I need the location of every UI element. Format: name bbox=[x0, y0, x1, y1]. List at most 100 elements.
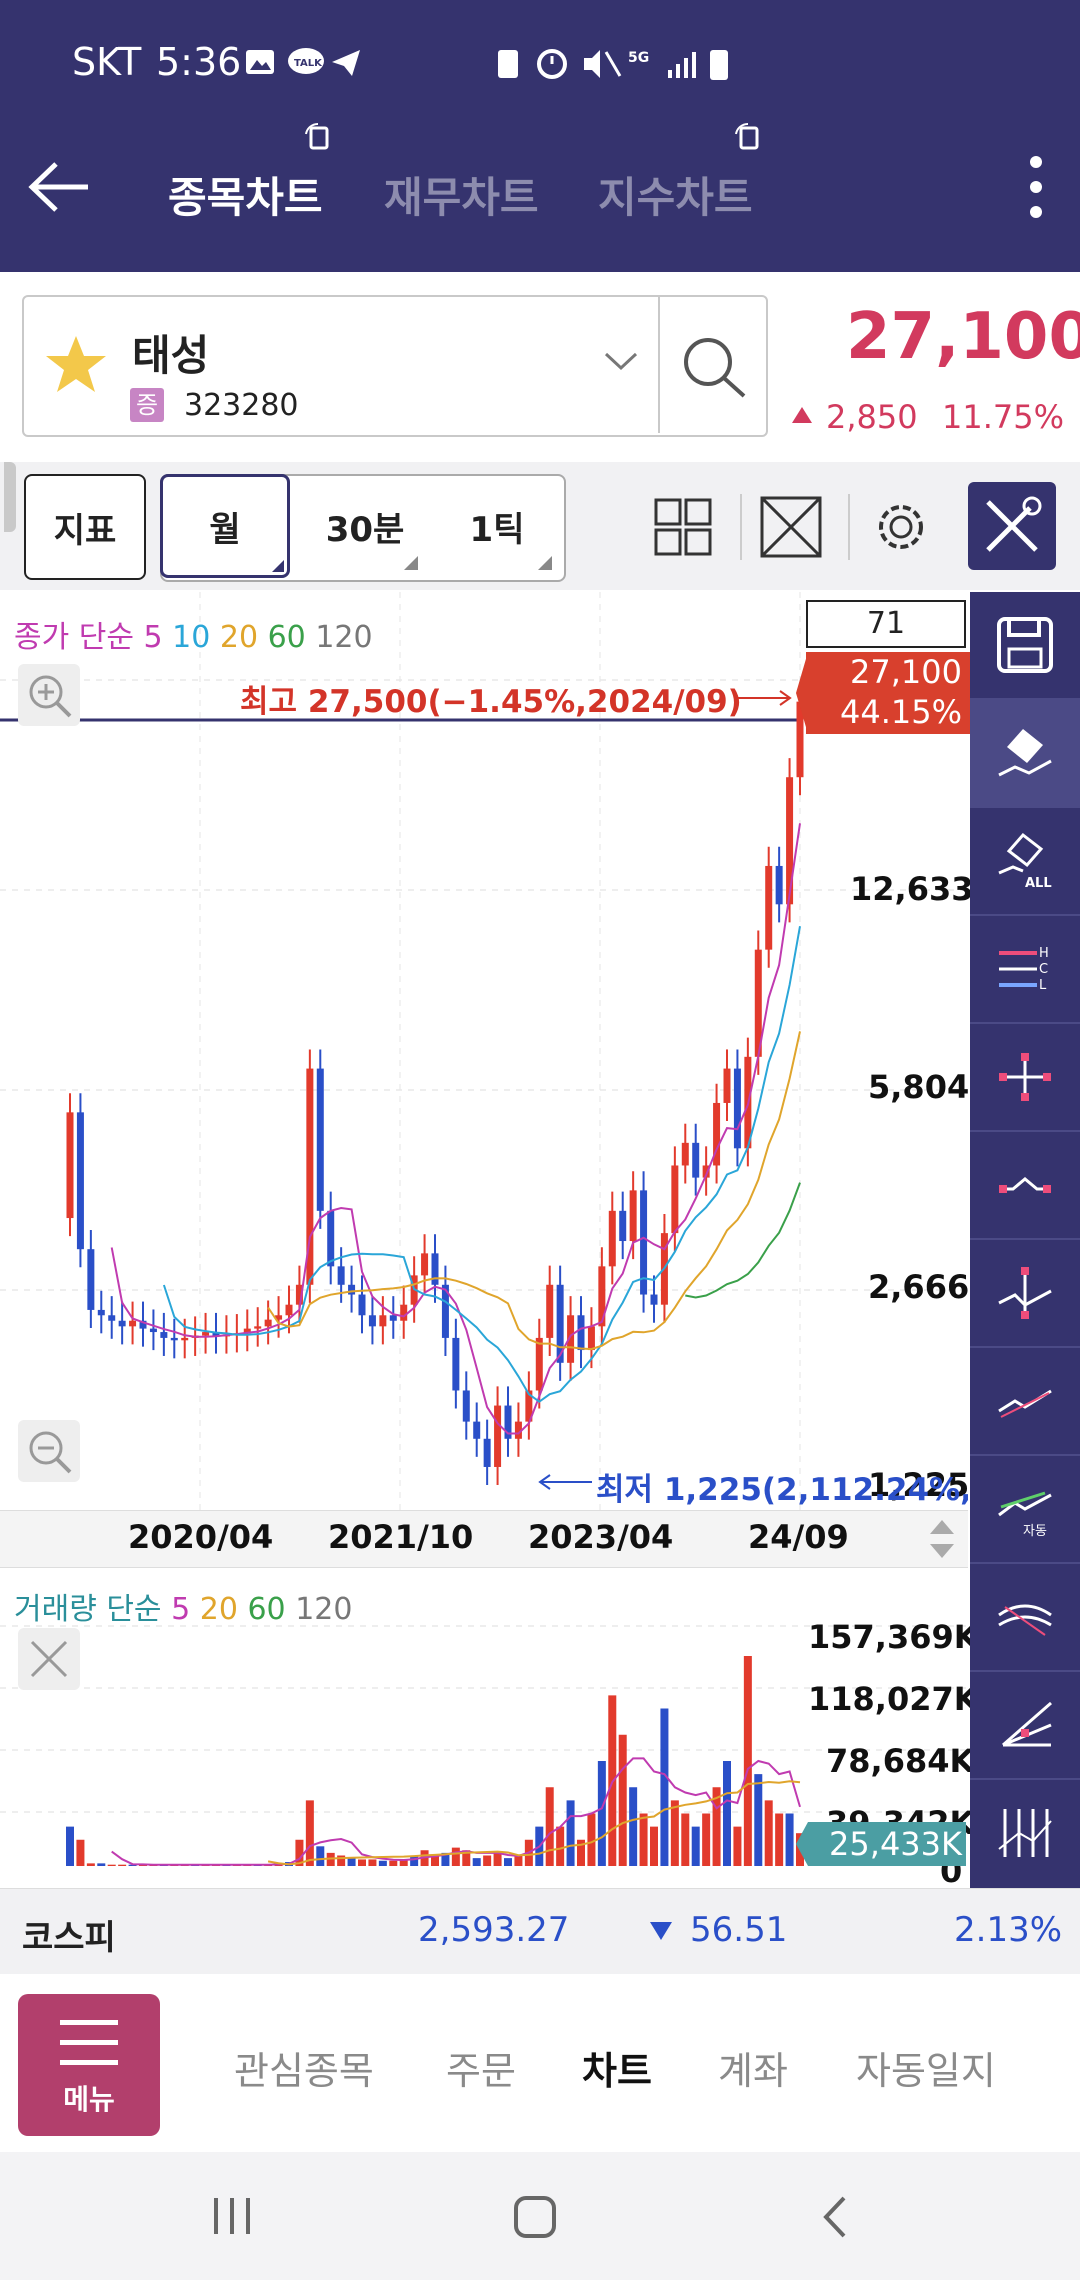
candle-body bbox=[452, 1337, 460, 1391]
eraser-tool[interactable] bbox=[970, 700, 1080, 808]
fullscreen-icon[interactable] bbox=[760, 496, 822, 558]
divider bbox=[740, 494, 742, 560]
svg-text:H: H bbox=[1039, 946, 1049, 961]
legend-ma120: 120 bbox=[295, 1592, 353, 1627]
tab-stock-chart[interactable]: 종목차트 bbox=[168, 173, 323, 222]
trend-line-tool[interactable] bbox=[970, 1348, 1080, 1456]
candle-body bbox=[546, 1284, 554, 1338]
recent-apps-icon[interactable] bbox=[210, 2196, 254, 2236]
candle-body bbox=[348, 1284, 356, 1295]
y-tick-label: 78,684K bbox=[826, 1742, 975, 1780]
period-30min-button[interactable]: 30분 bbox=[325, 509, 405, 550]
more-options-icon[interactable] bbox=[1022, 154, 1050, 220]
price-chart[interactable] bbox=[0, 592, 968, 1512]
tag-pointer bbox=[796, 1822, 808, 1866]
index-change-pct: 2.13% bbox=[954, 1910, 1063, 1950]
candle-body bbox=[525, 1390, 533, 1422]
volume-bar bbox=[587, 1813, 596, 1866]
system-status-icons: 5G bbox=[498, 49, 728, 80]
candle-body bbox=[483, 1438, 491, 1467]
nav-chart[interactable]: 차트 bbox=[582, 2049, 652, 2093]
volume-bar bbox=[451, 1847, 460, 1866]
volume-bar bbox=[431, 1855, 439, 1866]
vertical-line-tool[interactable] bbox=[970, 1240, 1080, 1348]
corner-marker-icon bbox=[404, 556, 418, 570]
period-month-button[interactable]: 월 bbox=[160, 474, 290, 578]
volume-bar bbox=[691, 1826, 700, 1866]
candle-body bbox=[556, 1284, 564, 1363]
candle-body bbox=[535, 1337, 543, 1391]
candle-body bbox=[462, 1390, 470, 1422]
grid-layout-icon[interactable] bbox=[654, 498, 712, 556]
candle-body bbox=[681, 1142, 689, 1166]
period-lines-tool[interactable] bbox=[970, 1780, 1080, 1886]
fan-lines-icon bbox=[998, 1604, 1052, 1636]
nav-auto-journal[interactable]: 자동일지 bbox=[856, 2049, 996, 2093]
home-icon[interactable] bbox=[512, 2194, 558, 2240]
side-handle[interactable] bbox=[4, 462, 16, 532]
stock-selector[interactable] bbox=[22, 295, 768, 437]
svg-text:C: C bbox=[1039, 962, 1048, 977]
settings-gear-icon[interactable] bbox=[870, 496, 932, 558]
svg-text:TALK: TALK bbox=[294, 58, 323, 69]
volume-bar bbox=[514, 1855, 523, 1866]
index-ticker[interactable] bbox=[0, 1888, 1080, 1975]
volume-bar bbox=[504, 1858, 512, 1866]
candle-body bbox=[149, 1328, 157, 1333]
search-icon[interactable] bbox=[680, 334, 748, 400]
volume-bar bbox=[107, 1864, 116, 1866]
chevron-down-icon[interactable] bbox=[604, 350, 638, 372]
up-triangle-icon bbox=[792, 407, 812, 423]
volume-bar bbox=[775, 1813, 784, 1866]
volume-bar bbox=[337, 1855, 346, 1866]
volume-bar bbox=[639, 1813, 648, 1866]
volume-bar bbox=[378, 1860, 387, 1866]
tab-index-chart[interactable]: 지수차트 bbox=[598, 173, 753, 222]
resize-handle-icon[interactable] bbox=[924, 1516, 960, 1562]
tab-financial-chart[interactable]: 재무차트 bbox=[384, 173, 539, 222]
erase-all-tool[interactable]: ALL bbox=[970, 808, 1080, 916]
save-tool[interactable] bbox=[970, 592, 1080, 700]
candle-body bbox=[264, 1319, 272, 1327]
volume-average-line bbox=[267, 1780, 801, 1866]
candle-body bbox=[108, 1315, 116, 1321]
candle-body bbox=[723, 1068, 731, 1103]
low-annotation: 최저 1,225(2,112.24%,2 bbox=[596, 1472, 968, 1508]
nav-order[interactable]: 주문 bbox=[446, 2049, 516, 2093]
volume-chart[interactable] bbox=[0, 1568, 968, 1888]
legend-ma5: 5 bbox=[171, 1592, 191, 1627]
moving-average-line bbox=[267, 1031, 801, 1351]
gann-fan-tool[interactable] bbox=[970, 1672, 1080, 1780]
current-volume-tag: 25,433K bbox=[808, 1822, 966, 1866]
candle-body bbox=[692, 1142, 700, 1178]
notification-icons: TALK bbox=[246, 48, 360, 76]
back-arrow-icon[interactable] bbox=[28, 160, 90, 214]
candle-body bbox=[629, 1190, 637, 1242]
nav-account[interactable]: 계좌 bbox=[718, 2049, 788, 2093]
auto-trend-tool[interactable]: 자동 bbox=[970, 1456, 1080, 1564]
candle-body bbox=[577, 1315, 585, 1351]
current-price-label: 27,100 bbox=[850, 653, 962, 691]
volume-bar bbox=[597, 1761, 606, 1866]
volume-average-line bbox=[111, 1757, 801, 1866]
horizontal-line-tool[interactable] bbox=[970, 1132, 1080, 1240]
svg-text:5G: 5G bbox=[628, 50, 649, 66]
volume-bar bbox=[723, 1761, 731, 1866]
save-icon bbox=[997, 617, 1053, 673]
svg-text:자동: 자동 bbox=[1023, 1524, 1047, 1539]
x-tick-label: 2020/04 bbox=[128, 1518, 274, 1556]
nav-watchlist[interactable]: 관심종목 bbox=[234, 2049, 374, 2093]
period-tick-button[interactable]: 1틱 bbox=[469, 509, 525, 550]
back-icon[interactable] bbox=[820, 2194, 850, 2240]
crosshair-tool[interactable] bbox=[970, 1024, 1080, 1132]
moving-average-line bbox=[162, 926, 801, 1403]
fan-line-tool[interactable] bbox=[970, 1564, 1080, 1672]
indicator-button[interactable]: 지표 bbox=[24, 474, 146, 580]
candle-body bbox=[66, 1112, 74, 1219]
high-annotation: 최고 27,500(−1.45%,2024/09) bbox=[240, 684, 742, 720]
candle-body bbox=[567, 1315, 575, 1363]
candle-body bbox=[702, 1165, 710, 1178]
clock: 5:36 bbox=[156, 40, 242, 84]
favorite-star-icon[interactable] bbox=[44, 334, 108, 396]
